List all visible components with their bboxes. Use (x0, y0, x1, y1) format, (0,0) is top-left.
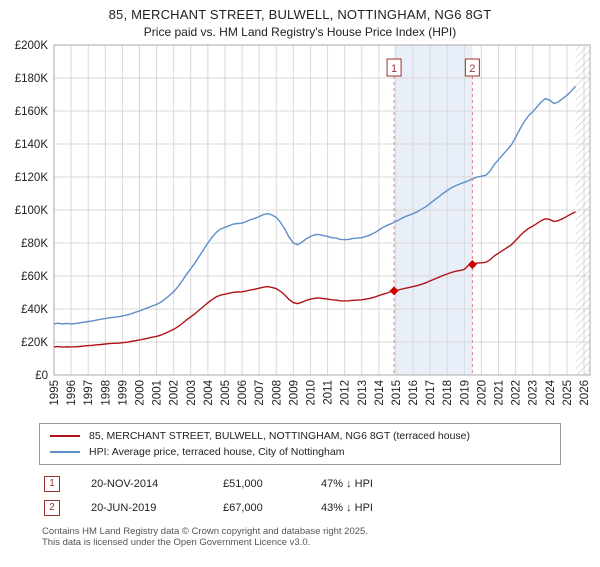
price-history-chart: 1 2 £0 £20K £40K £60K £80K £100K £120K £140K £160K… (15, 40, 591, 406)
svg-text:£0: £0 (35, 370, 48, 382)
svg-text:2015: 2015 (391, 380, 403, 406)
svg-text:2009: 2009 (288, 380, 300, 406)
sale-marker-2: 2 (44, 500, 60, 516)
svg-text:£40K: £40K (21, 304, 48, 316)
svg-text:£200K: £200K (15, 40, 49, 52)
footer-line-1: Contains HM Land Registry data © Crown c… (42, 526, 368, 537)
chart-legend: 85, MERCHANT STREET, BULWELL, NOTTINGHAM… (39, 423, 561, 465)
svg-text:2020: 2020 (476, 380, 488, 406)
svg-text:2004: 2004 (203, 379, 215, 405)
svg-text:2018: 2018 (442, 380, 454, 406)
property-line-swatch (50, 435, 80, 437)
chart-title: 85, MERCHANT STREET, BULWELL, NOTTINGHAM… (108, 7, 492, 22)
sale-price-1: £51,000 (223, 478, 263, 490)
svg-text:2023: 2023 (528, 380, 540, 406)
svg-text:2013: 2013 (357, 380, 369, 406)
svg-text:£20K: £20K (21, 337, 48, 349)
svg-text:£180K: £180K (15, 73, 49, 85)
sale-date-2: 20-JUN-2019 (91, 502, 157, 514)
sales-table: 1 20-NOV-2014 £51,000 47% ↓ HPI 2 20-JUN… (44, 476, 600, 516)
sale-vs-hpi-2: 43% ↓ HPI (321, 502, 373, 514)
svg-text:2022: 2022 (511, 380, 523, 406)
svg-text:2005: 2005 (220, 380, 232, 406)
legend-label-property: 85, MERCHANT STREET, BULWELL, NOTTINGHAM… (89, 430, 471, 442)
svg-text:2008: 2008 (271, 380, 283, 406)
svg-text:2000: 2000 (134, 380, 146, 406)
sale-row-2: 2 20-JUN-2019 £67,000 43% ↓ HPI (44, 500, 600, 516)
svg-text:1: 1 (391, 63, 397, 75)
svg-text:2003: 2003 (186, 380, 198, 406)
svg-text:2002: 2002 (169, 380, 181, 406)
svg-text:2011: 2011 (323, 380, 335, 405)
svg-text:1997: 1997 (83, 380, 95, 406)
svg-text:2017: 2017 (425, 380, 437, 406)
svg-text:2019: 2019 (459, 380, 471, 406)
svg-text:2021: 2021 (494, 380, 506, 406)
license-footer: Contains HM Land Registry data © Crown c… (42, 526, 600, 549)
svg-text:2007: 2007 (254, 380, 266, 406)
svg-text:£160K: £160K (15, 106, 49, 118)
svg-text:£80K: £80K (21, 238, 48, 250)
svg-text:1995: 1995 (49, 380, 61, 406)
svg-text:2010: 2010 (305, 380, 317, 406)
svg-text:£60K: £60K (21, 271, 48, 283)
sale-marker-1: 1 (44, 476, 60, 492)
svg-text:2026: 2026 (579, 380, 591, 406)
svg-text:2: 2 (469, 63, 475, 75)
svg-text:2016: 2016 (408, 380, 420, 406)
svg-text:£100K: £100K (15, 205, 49, 217)
svg-text:2006: 2006 (237, 380, 249, 406)
hpi-line-swatch (50, 451, 80, 453)
legend-item-hpi: HPI: Average price, terraced house, City… (46, 444, 554, 460)
sale-row-1: 1 20-NOV-2014 £51,000 47% ↓ HPI (44, 476, 600, 492)
svg-text:£120K: £120K (15, 172, 49, 184)
legend-label-hpi: HPI: Average price, terraced house, City… (89, 446, 345, 458)
footer-line-2: This data is licensed under the Open Gov… (42, 537, 311, 549)
svg-text:2001: 2001 (152, 380, 164, 406)
page: 85, MERCHANT STREET, BULWELL, NOTTINGHAM… (0, 7, 600, 549)
svg-text:2025: 2025 (562, 380, 574, 406)
svg-text:£140K: £140K (15, 139, 49, 151)
sale-price-2: £67,000 (223, 502, 263, 514)
svg-text:2014: 2014 (374, 379, 386, 405)
svg-text:2012: 2012 (340, 380, 352, 406)
svg-text:2024: 2024 (545, 379, 557, 405)
chart-subtitle: Price paid vs. HM Land Registry's House … (143, 25, 457, 39)
legend-item-property: 85, MERCHANT STREET, BULWELL, NOTTINGHAM… (46, 428, 554, 444)
svg-text:1998: 1998 (100, 380, 112, 406)
sale-date-1: 20-NOV-2014 (91, 478, 159, 490)
svg-text:1996: 1996 (66, 380, 78, 406)
svg-text:1999: 1999 (117, 380, 129, 406)
sale-vs-hpi-1: 47% ↓ HPI (321, 478, 373, 490)
